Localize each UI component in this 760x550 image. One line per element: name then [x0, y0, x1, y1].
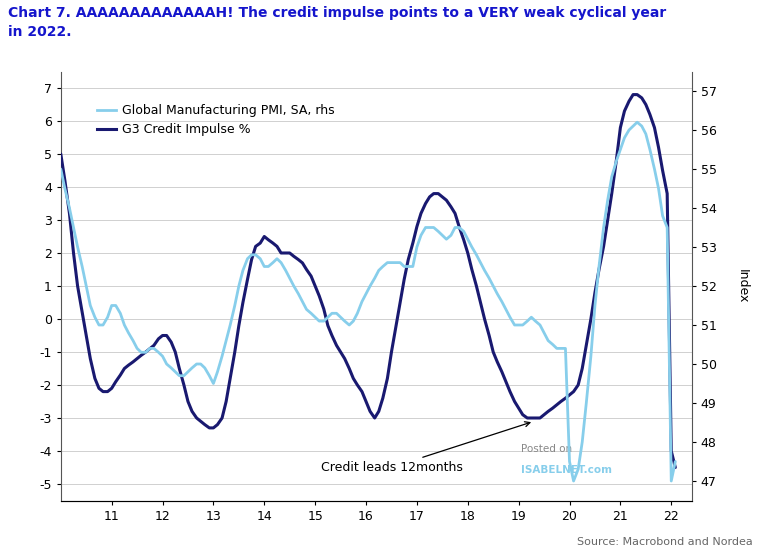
- Legend: Global Manufacturing PMI, SA, rhs, G3 Credit Impulse %: Global Manufacturing PMI, SA, rhs, G3 Cr…: [92, 99, 340, 141]
- Text: Posted on: Posted on: [521, 444, 572, 454]
- Text: Source: Macrobond and Nordea: Source: Macrobond and Nordea: [577, 537, 752, 547]
- Text: Chart 7. AAAAAAAAAAAAAH! The credit impulse points to a VERY weak cyclical year: Chart 7. AAAAAAAAAAAAAH! The credit impu…: [8, 6, 666, 19]
- Text: in 2022.: in 2022.: [8, 25, 71, 39]
- Text: ISABELNET.com: ISABELNET.com: [521, 465, 613, 475]
- Text: Credit leads 12months: Credit leads 12months: [321, 422, 530, 474]
- Y-axis label: Index: Index: [736, 269, 749, 303]
